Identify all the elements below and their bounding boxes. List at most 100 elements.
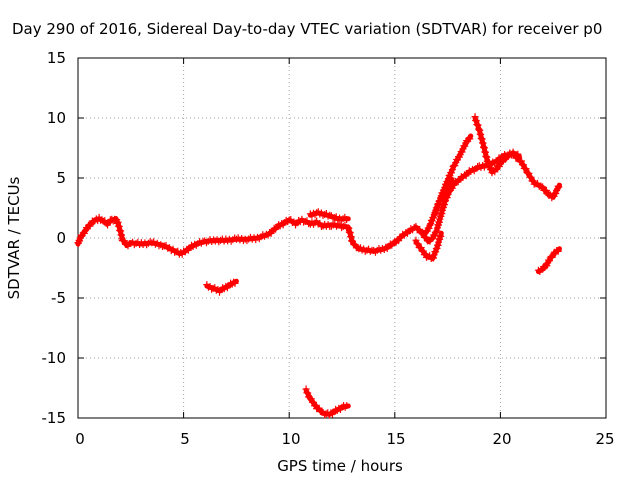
data-point — [457, 173, 465, 181]
data-point — [537, 182, 545, 190]
data-point — [333, 222, 341, 230]
data-point — [208, 285, 216, 293]
data-point — [430, 254, 438, 262]
x-tick-label: 10 — [281, 430, 300, 448]
data-point — [426, 221, 434, 229]
y-tick-label: 10 — [47, 109, 66, 127]
x-tick-label: 0 — [75, 430, 85, 448]
data-point — [431, 210, 439, 218]
data-point — [522, 165, 530, 173]
data-point — [120, 237, 128, 245]
data-point — [295, 216, 303, 224]
data-point — [329, 214, 337, 222]
data-point — [311, 219, 319, 227]
data-point — [399, 230, 407, 238]
data-point — [266, 229, 274, 236]
data-point — [472, 117, 480, 125]
data-point — [461, 142, 469, 150]
data-point — [518, 157, 526, 165]
data-point — [555, 183, 563, 191]
data-point — [432, 229, 440, 237]
data-point — [425, 224, 433, 232]
data-point — [180, 247, 188, 255]
x-tick-label: 20 — [492, 430, 511, 448]
data-point — [554, 182, 562, 190]
data-point — [484, 158, 492, 166]
data-point — [305, 220, 313, 228]
data-point — [460, 171, 468, 179]
x-tick-labels: 0 5 10 15 20 25 — [75, 430, 614, 448]
data-point — [222, 283, 230, 290]
data-point — [278, 220, 286, 228]
chart-title: Day 290 of 2016, Sidereal Day-to-day VTE… — [12, 20, 602, 38]
x-tick-label: 15 — [386, 430, 405, 448]
data-point — [554, 247, 562, 255]
data-point — [416, 225, 424, 233]
data-point — [231, 279, 239, 287]
x-tick-label: 5 — [180, 430, 190, 448]
data-point — [525, 169, 533, 177]
data-point — [341, 403, 349, 411]
grid-lines — [78, 58, 606, 418]
data-point — [414, 240, 422, 248]
data-point — [527, 173, 535, 181]
data-point — [366, 247, 374, 255]
data-point — [434, 201, 442, 209]
y-tick-label: 0 — [56, 229, 66, 247]
series-lower-rising — [422, 176, 455, 235]
x-tick-label: 25 — [595, 430, 614, 448]
data-point — [304, 389, 312, 397]
data-point — [396, 234, 404, 242]
data-point — [471, 113, 479, 121]
data-point — [539, 183, 547, 191]
data-point — [302, 385, 310, 393]
data-point — [290, 218, 298, 226]
data-point — [474, 163, 482, 171]
data-point — [343, 402, 351, 410]
series-main-band — [74, 149, 563, 258]
data-point — [335, 404, 343, 412]
x-axis-label: GPS time / hours — [277, 457, 403, 475]
data-point — [466, 135, 474, 143]
data-point — [270, 224, 278, 232]
data-point — [448, 169, 456, 177]
data-point — [191, 240, 199, 248]
data-point — [553, 247, 561, 254]
y-tick-label: -15 — [42, 409, 67, 427]
y-tick-label: -10 — [42, 349, 67, 367]
data-point — [469, 165, 477, 173]
data-point — [339, 222, 347, 230]
data-point — [343, 216, 351, 223]
data-point — [506, 149, 514, 157]
data-point — [318, 407, 326, 415]
data-point — [300, 218, 308, 226]
data-point — [439, 192, 447, 200]
series-dip-loop — [412, 230, 445, 262]
data-point — [436, 198, 444, 206]
series-low-seg-6h — [203, 278, 239, 296]
data-point — [321, 210, 329, 218]
data-point — [552, 190, 560, 198]
data-point — [443, 194, 451, 202]
series-upper-track — [306, 208, 351, 224]
series-peak-streak — [471, 113, 522, 177]
data-point — [432, 248, 440, 256]
data-point — [407, 225, 415, 233]
data-point — [448, 166, 456, 174]
series-low-seg-11h — [302, 385, 351, 419]
data-point — [475, 125, 483, 133]
data-point — [183, 245, 191, 253]
data-point — [451, 162, 459, 170]
data-point — [386, 240, 394, 248]
data-point — [402, 229, 410, 236]
data-point — [501, 155, 509, 163]
data-point — [458, 148, 466, 156]
data-point — [430, 214, 438, 222]
data-point — [449, 162, 457, 170]
data-point — [474, 121, 482, 129]
data-point — [514, 150, 522, 158]
data-point — [519, 161, 527, 169]
data-point — [327, 409, 335, 417]
y-tick-label: 5 — [56, 169, 66, 187]
